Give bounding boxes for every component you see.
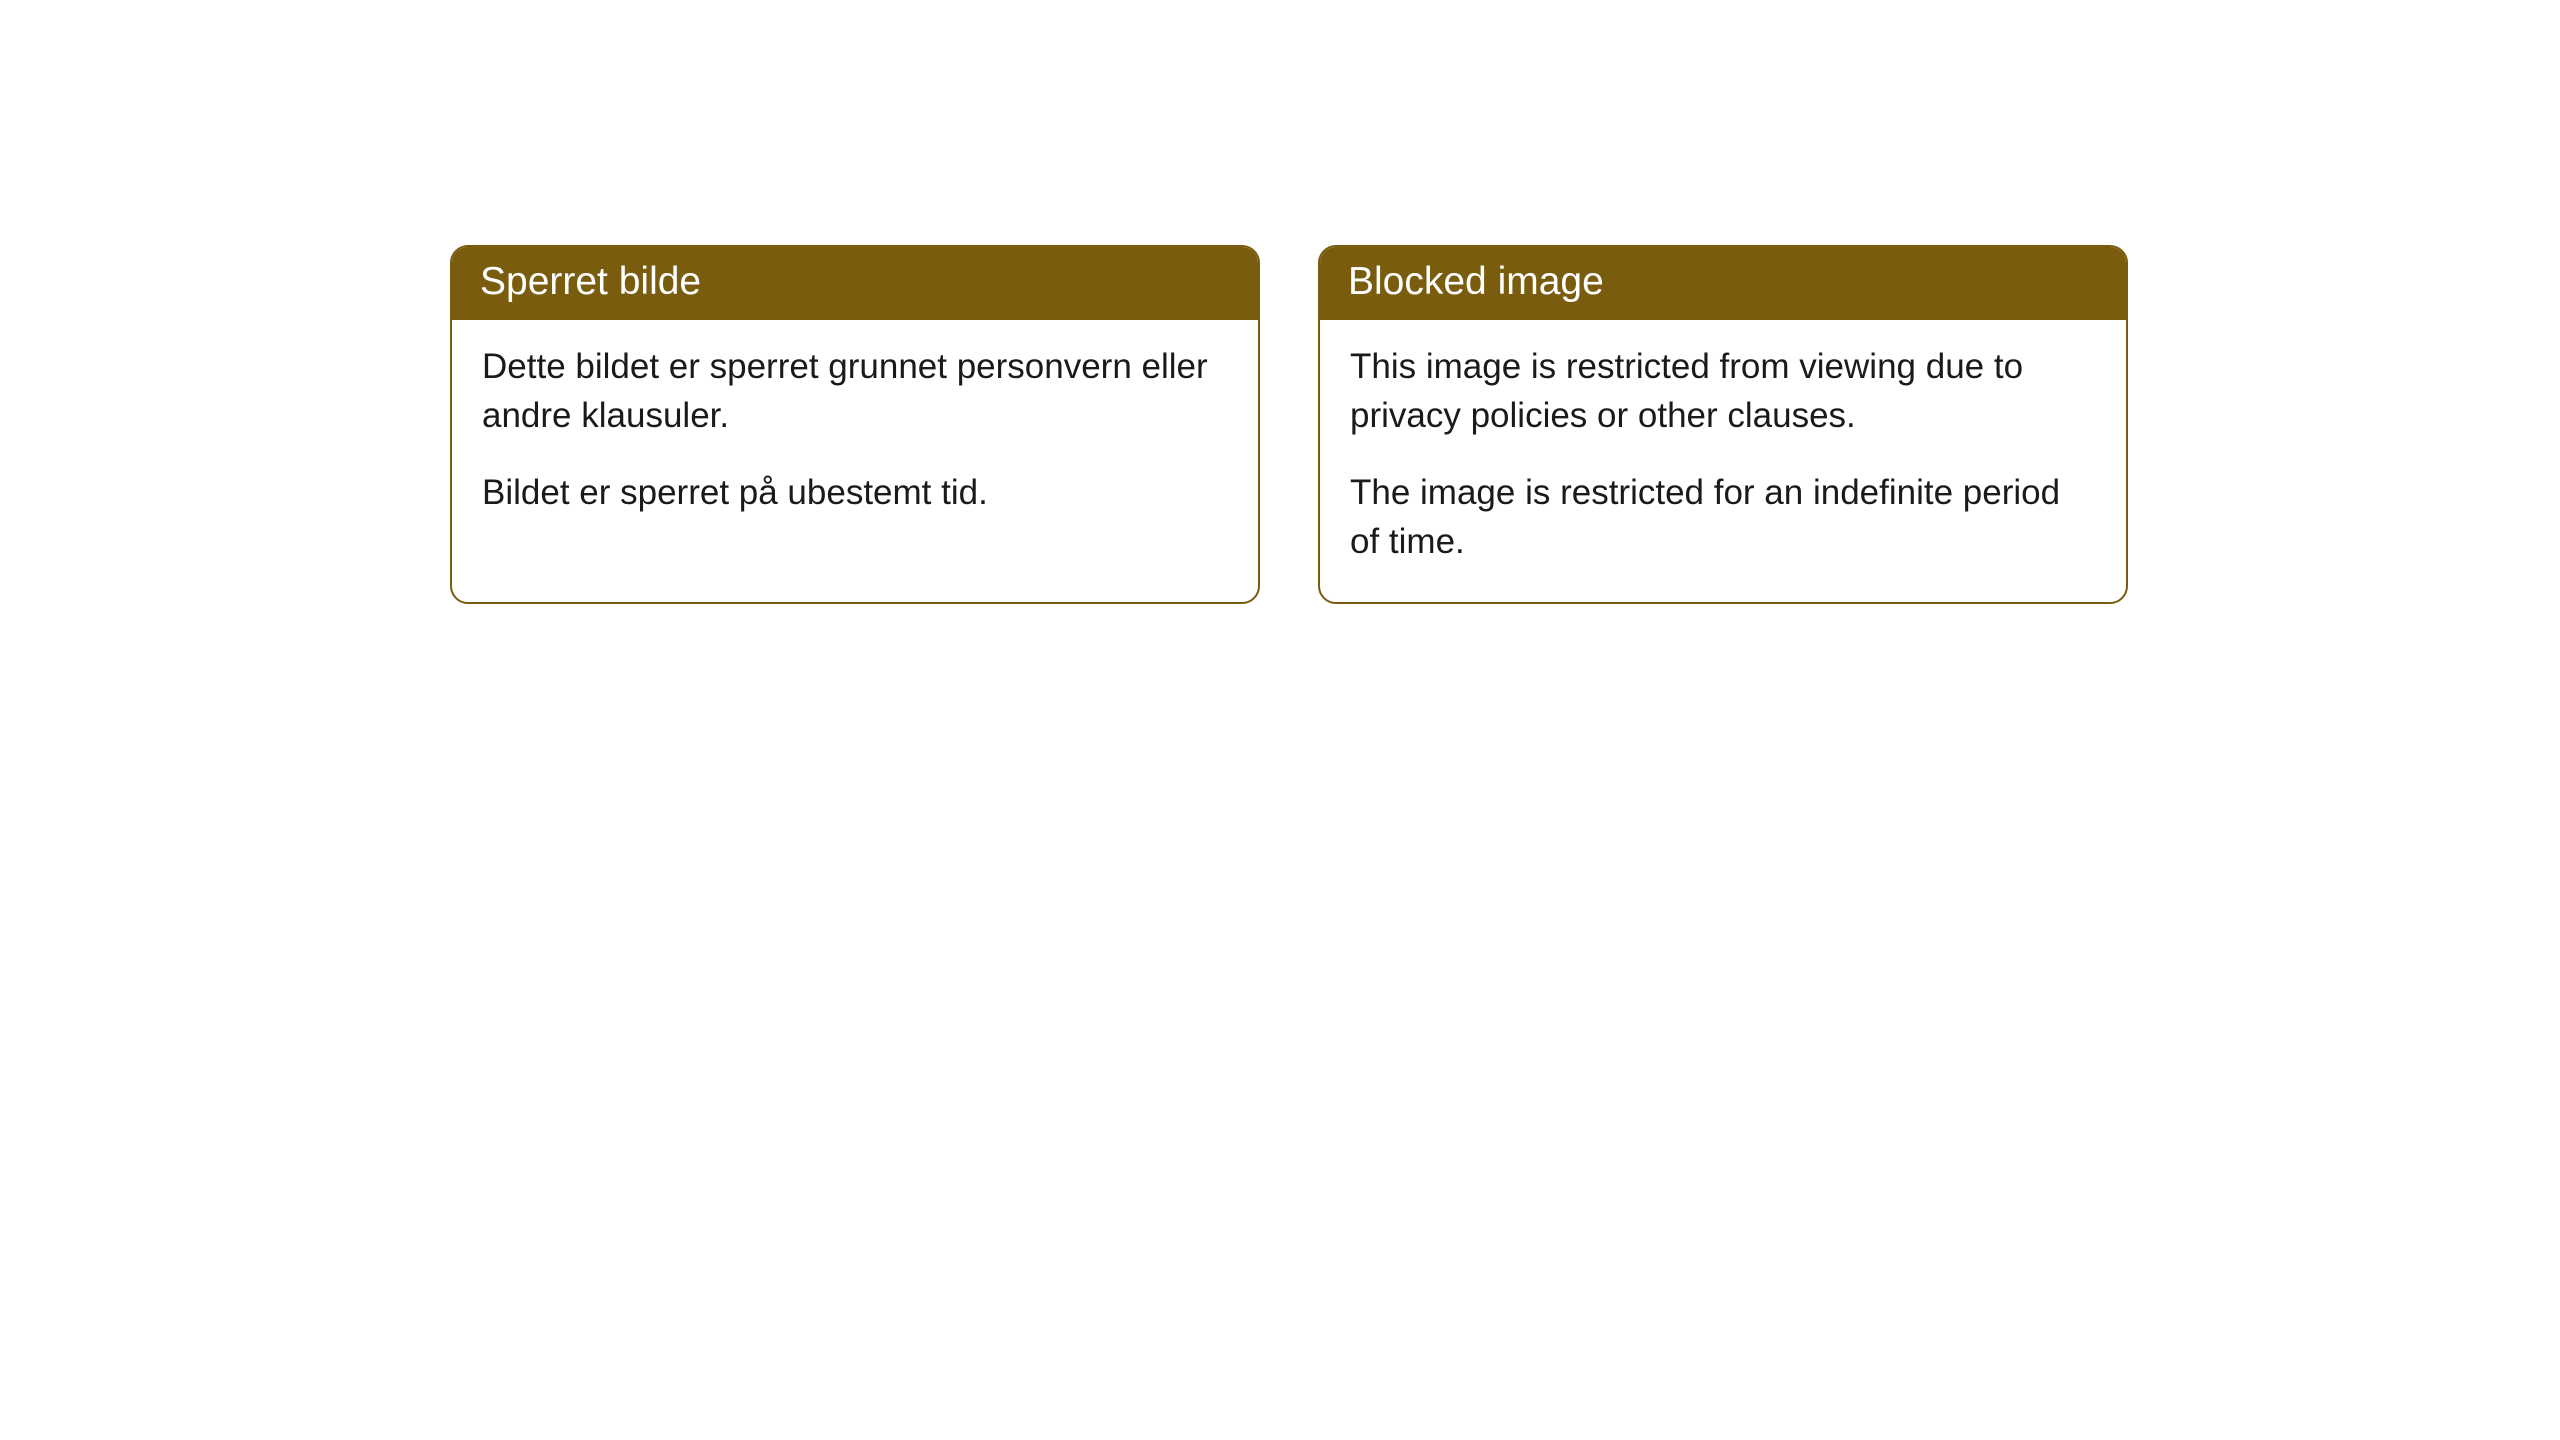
card-paragraph-1-norwegian: Dette bildet er sperret grunnet personve…: [482, 342, 1228, 440]
blocked-image-card-norwegian: Sperret bilde Dette bildet er sperret gr…: [450, 245, 1260, 604]
card-paragraph-2-english: The image is restricted for an indefinit…: [1350, 468, 2096, 566]
card-header-english: Blocked image: [1320, 247, 2126, 320]
blocked-image-card-english: Blocked image This image is restricted f…: [1318, 245, 2128, 604]
card-paragraph-1-english: This image is restricted from viewing du…: [1350, 342, 2096, 440]
card-paragraph-2-norwegian: Bildet er sperret på ubestemt tid.: [482, 468, 1228, 517]
card-body-english: This image is restricted from viewing du…: [1320, 320, 2126, 602]
card-header-norwegian: Sperret bilde: [452, 247, 1258, 320]
card-body-norwegian: Dette bildet er sperret grunnet personve…: [452, 320, 1258, 553]
notice-cards-container: Sperret bilde Dette bildet er sperret gr…: [450, 245, 2128, 604]
